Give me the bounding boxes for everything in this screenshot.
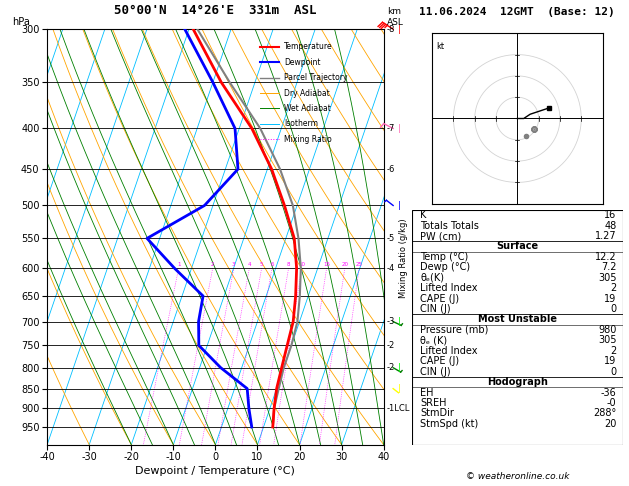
Text: PW (cm): PW (cm) — [420, 231, 462, 241]
Text: |: | — [398, 384, 401, 393]
Text: Temperature: Temperature — [284, 42, 333, 51]
Text: 0: 0 — [610, 366, 616, 377]
Text: Mixing Ratio: Mixing Ratio — [284, 135, 331, 144]
Text: Isotherm: Isotherm — [284, 120, 318, 128]
Text: CAPE (J): CAPE (J) — [420, 294, 460, 304]
Text: 48: 48 — [604, 221, 616, 230]
Text: Surface: Surface — [496, 242, 538, 251]
Text: km
ASL: km ASL — [387, 7, 404, 27]
Text: 1.27: 1.27 — [595, 231, 616, 241]
X-axis label: Dewpoint / Temperature (°C): Dewpoint / Temperature (°C) — [135, 467, 296, 476]
Text: Totals Totals: Totals Totals — [420, 221, 479, 230]
Text: StmSpd (kt): StmSpd (kt) — [420, 419, 479, 429]
Text: 20: 20 — [604, 419, 616, 429]
Text: EH: EH — [420, 387, 434, 398]
Text: -8: -8 — [386, 25, 394, 34]
Text: -1LCL: -1LCL — [386, 404, 409, 413]
Text: Lifted Index: Lifted Index — [420, 283, 478, 293]
Text: -2: -2 — [386, 341, 394, 350]
Text: 2: 2 — [211, 262, 214, 267]
Text: 0: 0 — [610, 304, 616, 314]
Text: StmDir: StmDir — [420, 408, 454, 418]
Text: -6: -6 — [386, 165, 394, 174]
Text: 2: 2 — [610, 283, 616, 293]
Text: Most Unstable: Most Unstable — [478, 314, 557, 325]
Text: SREH: SREH — [420, 398, 447, 408]
Text: Dewp (°C): Dewp (°C) — [420, 262, 470, 272]
Text: |: | — [398, 201, 401, 210]
Text: 16: 16 — [604, 210, 616, 220]
Text: Dry Adiabat: Dry Adiabat — [284, 88, 330, 98]
Text: |: | — [398, 124, 401, 133]
Text: 3: 3 — [232, 262, 235, 267]
Text: Wet Adiabat: Wet Adiabat — [284, 104, 331, 113]
Text: © weatheronline.co.uk: © weatheronline.co.uk — [465, 472, 569, 481]
Text: -0: -0 — [607, 398, 616, 408]
Text: 4: 4 — [247, 262, 251, 267]
Text: Pressure (mb): Pressure (mb) — [420, 325, 489, 335]
Text: Hodograph: Hodograph — [487, 377, 548, 387]
Text: 305: 305 — [598, 273, 616, 283]
Text: 980: 980 — [598, 325, 616, 335]
Text: 5: 5 — [260, 262, 264, 267]
Text: 11.06.2024  12GMT  (Base: 12): 11.06.2024 12GMT (Base: 12) — [420, 7, 615, 17]
Text: CIN (J): CIN (J) — [420, 304, 451, 314]
Text: Mixing Ratio (g/kg): Mixing Ratio (g/kg) — [399, 218, 408, 297]
Text: 19: 19 — [604, 356, 616, 366]
Text: CIN (J): CIN (J) — [420, 366, 451, 377]
Text: θₑ(K): θₑ(K) — [420, 273, 445, 283]
Text: 1: 1 — [177, 262, 181, 267]
Text: -7: -7 — [386, 124, 394, 133]
Text: -4: -4 — [386, 264, 394, 273]
Text: Dewpoint: Dewpoint — [284, 58, 320, 67]
Text: 288°: 288° — [593, 408, 616, 418]
Text: 19: 19 — [604, 294, 616, 304]
Text: 2: 2 — [610, 346, 616, 356]
Text: 25: 25 — [355, 262, 363, 267]
Text: -2: -2 — [386, 363, 394, 372]
Text: K: K — [420, 210, 427, 220]
Text: 7.2: 7.2 — [601, 262, 616, 272]
Text: Temp (°C): Temp (°C) — [420, 252, 469, 262]
Text: 10: 10 — [298, 262, 305, 267]
Text: 8: 8 — [287, 262, 291, 267]
Text: 12.2: 12.2 — [595, 252, 616, 262]
Text: 50°00'N  14°26'E  331m  ASL: 50°00'N 14°26'E 331m ASL — [114, 4, 316, 17]
Text: Parcel Trajectory: Parcel Trajectory — [284, 73, 347, 82]
Text: |: | — [398, 317, 401, 326]
Text: 20: 20 — [342, 262, 348, 267]
Text: -5: -5 — [386, 234, 394, 243]
Text: |: | — [398, 363, 401, 372]
Text: 15: 15 — [323, 262, 330, 267]
Text: CAPE (J): CAPE (J) — [420, 356, 460, 366]
Text: |: | — [398, 25, 401, 34]
Text: -3: -3 — [386, 317, 394, 326]
Text: Lifted Index: Lifted Index — [420, 346, 478, 356]
Text: -36: -36 — [601, 387, 616, 398]
Text: kt: kt — [437, 42, 445, 51]
Text: hPa: hPa — [13, 17, 30, 27]
Text: θₑ (K): θₑ (K) — [420, 335, 448, 346]
Text: 305: 305 — [598, 335, 616, 346]
Text: 6: 6 — [270, 262, 274, 267]
